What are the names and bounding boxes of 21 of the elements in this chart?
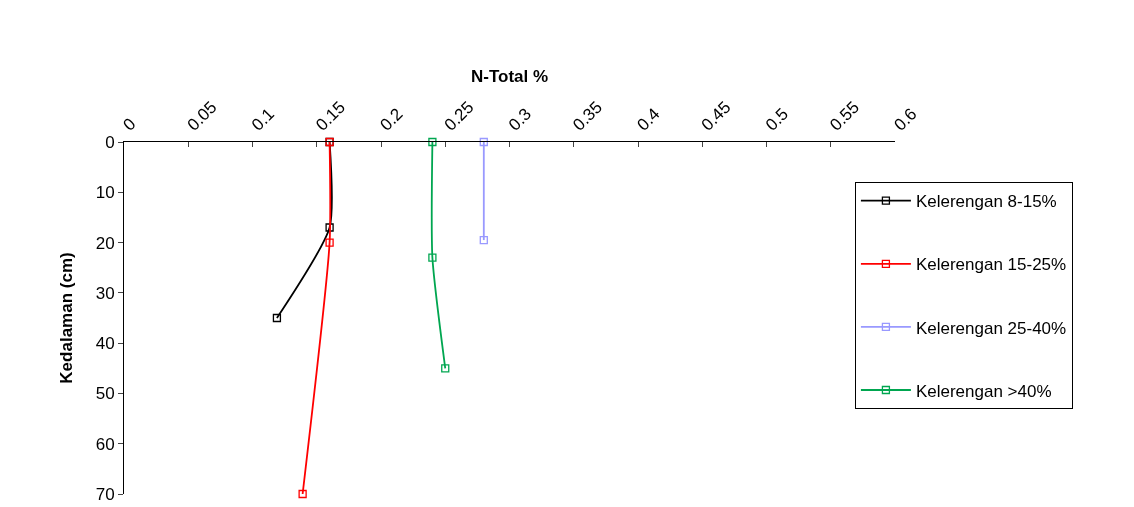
legend-label: Kelerengan 8-15% xyxy=(915,192,1057,212)
legend-label: Kelerengan 25-40% xyxy=(915,318,1067,338)
x-axis-title: N-Total % xyxy=(470,67,549,87)
y-tick-label: 0 xyxy=(105,132,115,152)
x-tick-label: 0 xyxy=(119,114,140,135)
x-tick-label: 0.4 xyxy=(633,104,664,135)
y-tick-label: 60 xyxy=(95,434,115,454)
legend-label: Kelerengan >40% xyxy=(915,381,1052,401)
x-tick-label: 0.3 xyxy=(504,104,536,135)
y-tick-label: 10 xyxy=(95,183,115,203)
y-tick-label: 30 xyxy=(95,283,115,303)
x-tick-label: 0.5 xyxy=(761,104,793,135)
x-tick-label: 0.1 xyxy=(247,104,279,135)
y-tick-label: 20 xyxy=(95,233,115,253)
x-tick-label: 0.2 xyxy=(376,104,407,135)
y-axis-title: Kedalaman (cm) xyxy=(57,252,77,384)
x-tick-label: 0.6 xyxy=(890,104,921,135)
y-tick-label: 40 xyxy=(95,334,115,354)
y-tick-label: 50 xyxy=(95,384,115,404)
y-tick-label: 70 xyxy=(95,484,115,504)
legend-label: Kelerengan 15-25% xyxy=(915,255,1067,275)
